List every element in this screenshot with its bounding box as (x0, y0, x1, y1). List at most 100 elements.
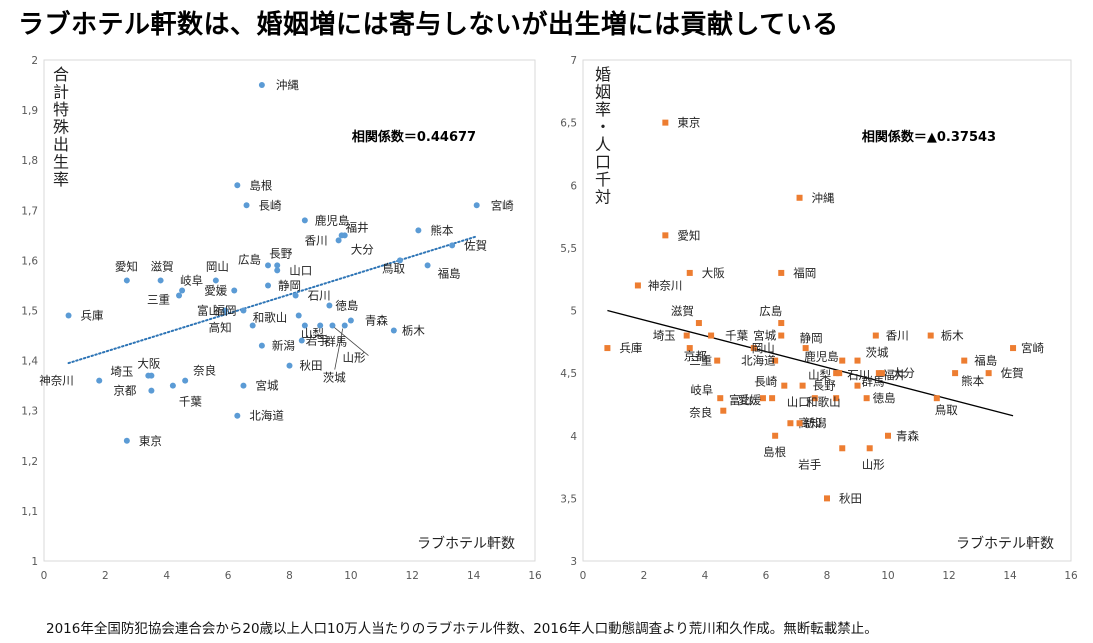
data-point-label: 福岡 (793, 266, 816, 280)
data-point-label: 岩手 (306, 334, 329, 348)
data-point (885, 432, 891, 439)
data-point-label: 福井 (346, 220, 369, 234)
data-point (415, 227, 422, 234)
y-axis-title-char: 計 (53, 83, 69, 102)
x-tick-label: 2 (102, 570, 109, 582)
data-point (686, 345, 693, 352)
data-point-label: 和歌山 (253, 311, 287, 325)
plot-frame (582, 59, 1072, 562)
data-point (985, 370, 992, 377)
data-point (329, 322, 336, 329)
data-point (240, 382, 247, 389)
data-point-label: 高知 (209, 321, 232, 335)
data-point-label: 東京 (677, 116, 700, 130)
data-point-label: 青森 (365, 314, 388, 328)
data-point (396, 257, 403, 264)
data-point (854, 357, 861, 364)
data-point-label: 滋賀 (671, 304, 694, 318)
data-point (390, 327, 397, 334)
data-point-label: 愛媛 (738, 393, 761, 407)
data-point (878, 370, 885, 377)
y-tick-label: 1,4 (21, 356, 38, 368)
data-point-label: 宮崎 (1021, 341, 1044, 355)
x-tick-label: 8 (824, 570, 831, 582)
y-axis-title-char: 率 (595, 100, 611, 119)
data-point-label: 島根 (249, 178, 272, 192)
data-point-label: 北海道 (249, 409, 284, 423)
data-point (772, 357, 779, 364)
plot-frame (43, 59, 536, 562)
data-point-label: 栃木 (402, 324, 425, 338)
data-point-label: 福島 (438, 266, 461, 280)
data-point-label: 福島 (974, 354, 997, 368)
data-point (96, 377, 103, 384)
x-tick-label: 14 (467, 570, 481, 582)
data-point-label: 京都 (684, 349, 707, 363)
data-point-label: 栃木 (941, 329, 964, 343)
y-tick-label: 1,7 (21, 205, 38, 217)
data-point-label: 兵庫 (619, 341, 642, 355)
data-point (686, 269, 693, 276)
y-tick-label: 1,6 (21, 255, 38, 267)
data-point (799, 382, 806, 389)
data-point (787, 420, 794, 427)
data-point-label: 奈良 (689, 406, 712, 420)
y-tick-label: 7 (570, 55, 577, 67)
data-point-label: 福井 (883, 368, 906, 382)
data-point (123, 437, 130, 444)
data-point-label: 沖縄 (276, 78, 299, 92)
y-axis-title-char: 率 (53, 170, 69, 189)
data-point-label: 長野 (269, 246, 292, 260)
x-tick-label: 8 (286, 570, 293, 582)
data-point-label: 愛媛 (204, 283, 227, 297)
data-point-label: 和歌山 (806, 395, 841, 409)
data-point-label: 徳島 (873, 391, 896, 405)
data-point (301, 217, 308, 224)
fertility-scatter-chart: 1 1,1 1,2 1,3 1,4 1,5 1,6 1,7 1,8 1,9 2 0 2 4 6 8 10 12 14… (21, 55, 542, 582)
data-point (179, 287, 186, 294)
data-point (683, 332, 690, 339)
x-tick-label: 10 (344, 570, 357, 582)
data-point (833, 395, 840, 402)
data-point (234, 412, 241, 419)
data-point-label: 神奈川 (648, 278, 683, 292)
data-point (720, 407, 727, 414)
y-axis-title-char: 千 (595, 170, 611, 189)
data-point (778, 332, 785, 339)
data-point (781, 382, 788, 389)
data-point-label: 茨城 (323, 371, 346, 385)
data-point (769, 395, 776, 402)
data-point-label: 熊本 (430, 223, 453, 237)
data-point-label: 静岡 (800, 331, 823, 345)
data-point (265, 282, 272, 289)
data-point-label: 北海道 (741, 354, 776, 368)
data-point (301, 322, 308, 329)
data-point-label: 秋田 (300, 359, 323, 373)
data-point (802, 345, 809, 352)
data-point-label: 東京 (139, 434, 162, 448)
data-point (662, 232, 669, 239)
data-point (634, 282, 641, 289)
trendline (607, 309, 1014, 417)
data-point-label: 長崎 (259, 198, 282, 212)
data-point (778, 320, 785, 327)
y-axis-title-char: ・ (595, 118, 611, 137)
data-point-label: 香川 (886, 329, 909, 343)
data-point-label: 岡山 (752, 341, 775, 355)
data-point-label: 沖縄 (812, 191, 835, 205)
data-point (695, 320, 702, 327)
data-point (258, 82, 265, 89)
data-point (212, 277, 219, 284)
data-point-label: 埼玉 (110, 365, 133, 379)
data-point (286, 362, 293, 369)
data-point-label: 山口 (787, 395, 810, 409)
data-point-label: 大阪 (702, 266, 725, 280)
y-tick-label: 6,5 (560, 118, 577, 130)
y-axis-title-char: 出 (53, 135, 69, 154)
data-point-label: 千葉 (725, 329, 748, 343)
data-point-label: 広島 (759, 304, 782, 318)
data-point (341, 232, 348, 239)
marriage-scatter-chart: 3 3,5 4 4,5 5 5,5 6 6,5 7 0 2 4 6 8 10 12 14 16 婚姻率・人口千対ラブ… (560, 55, 1078, 582)
y-tick-label: 3 (570, 556, 577, 568)
data-point-label: 鹿児島 (804, 350, 839, 364)
